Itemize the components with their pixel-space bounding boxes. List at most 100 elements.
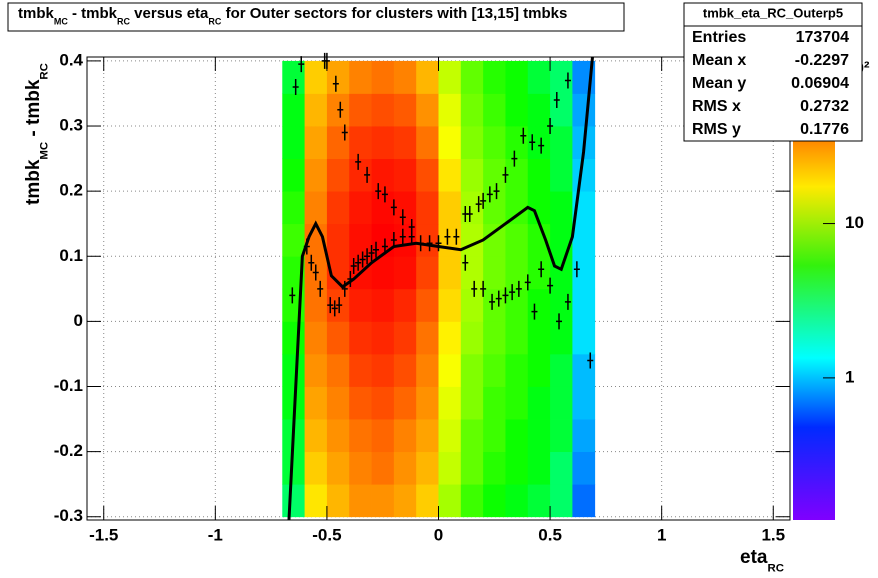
profile-point bbox=[417, 235, 424, 252]
profile-point bbox=[564, 72, 571, 89]
heatmap-cell bbox=[527, 321, 551, 355]
heatmap-cell bbox=[438, 256, 462, 290]
profile-point bbox=[390, 199, 397, 216]
heatmap-cell bbox=[304, 419, 328, 453]
profile-point bbox=[336, 297, 343, 314]
heatmap-cell bbox=[572, 256, 596, 290]
heatmap-cell bbox=[550, 93, 573, 127]
heatmap-cell bbox=[505, 386, 529, 420]
heatmap-cell bbox=[304, 353, 328, 387]
heatmap-cell bbox=[282, 256, 305, 290]
heatmap-cell bbox=[505, 256, 529, 290]
heatmap-cell bbox=[572, 321, 596, 355]
heatmap-cell bbox=[371, 484, 395, 518]
heatmap-cell bbox=[527, 451, 551, 485]
chart-title-subscript: MC bbox=[54, 17, 68, 27]
heatmap-cell bbox=[438, 93, 462, 127]
profile-point bbox=[331, 300, 338, 317]
profile-point bbox=[289, 287, 296, 304]
heatmap-cell bbox=[505, 451, 529, 485]
heatmap-cell bbox=[505, 353, 529, 387]
heatmap-cell bbox=[349, 126, 372, 159]
profile-point bbox=[573, 261, 580, 278]
heatmap-cell bbox=[550, 386, 573, 420]
heatmap-cell bbox=[282, 93, 305, 127]
profile-point bbox=[515, 280, 522, 297]
heatmap-cell bbox=[527, 60, 551, 94]
heatmap-cell bbox=[371, 451, 395, 485]
profile-point bbox=[531, 303, 538, 320]
profile-point bbox=[332, 75, 339, 92]
y-axis-label-subscript: RC bbox=[38, 63, 50, 79]
heatmap-cell bbox=[393, 419, 417, 453]
profile-point bbox=[462, 254, 469, 271]
profile-point bbox=[355, 254, 362, 271]
heatmap-cell bbox=[460, 191, 484, 225]
heatmap-cell bbox=[349, 223, 372, 257]
heatmap-cell bbox=[393, 353, 417, 387]
heatmap-cell bbox=[304, 60, 328, 94]
heatmap-cell bbox=[460, 288, 484, 322]
profile-point bbox=[347, 271, 354, 288]
heatmap-cell bbox=[393, 158, 417, 192]
heatmap-cell bbox=[550, 191, 573, 225]
heatmap-cell bbox=[505, 191, 529, 225]
stats-label: Entries bbox=[692, 29, 746, 46]
profile-point bbox=[350, 258, 357, 275]
profile-point bbox=[399, 228, 406, 245]
profile-point bbox=[381, 186, 388, 203]
heatmap-cell bbox=[371, 93, 395, 127]
heatmap-cell bbox=[393, 256, 417, 290]
heatmap-cell bbox=[438, 321, 462, 355]
heatmap-cell bbox=[550, 484, 573, 518]
heatmap-cell bbox=[416, 126, 439, 159]
heatmap-cell bbox=[304, 93, 328, 127]
stats-value: -0.2297 bbox=[795, 52, 849, 69]
heatmap-cell bbox=[326, 386, 350, 420]
profile-point bbox=[529, 134, 536, 151]
heatmap-cell bbox=[282, 60, 305, 94]
chart-title-part: - tmbk bbox=[68, 5, 118, 22]
profile-point bbox=[444, 228, 451, 245]
heatmap-cell bbox=[416, 353, 439, 387]
heatmap-cell bbox=[550, 126, 573, 159]
x-axis-label-subscript: RC bbox=[767, 562, 783, 574]
heatmap-cell bbox=[349, 158, 372, 192]
stats-value: 0.06904 bbox=[791, 75, 849, 92]
stats-label: Mean x bbox=[692, 52, 746, 69]
heatmap-cell bbox=[371, 386, 395, 420]
heatmap-cell bbox=[304, 321, 328, 355]
heatmap-cell bbox=[460, 158, 484, 192]
profile-point bbox=[475, 196, 482, 213]
heatmap-cell bbox=[505, 223, 529, 257]
heatmap-cell bbox=[326, 256, 350, 290]
heatmap-cell bbox=[282, 223, 305, 257]
chart-title: tmbkMC - tmbkRC versus etaRC for Outer s… bbox=[18, 5, 567, 27]
x-tick-label: 0.5 bbox=[538, 525, 562, 544]
profile-point bbox=[312, 264, 319, 281]
stats-value: 0.2732 bbox=[800, 98, 849, 115]
chart-title-part: versus eta bbox=[130, 5, 209, 22]
profile-point bbox=[509, 284, 516, 301]
heatmap-cell bbox=[393, 386, 417, 420]
heatmap-cell bbox=[438, 288, 462, 322]
heatmap-cell bbox=[438, 419, 462, 453]
x-axis-label-part: eta bbox=[740, 547, 768, 568]
profile-point bbox=[538, 261, 545, 278]
heatmap-cell bbox=[527, 419, 551, 453]
heatmap-cell bbox=[505, 93, 529, 127]
heatmap-cell bbox=[349, 288, 372, 322]
profile-point bbox=[373, 241, 380, 258]
z-tick-label: 10 bbox=[845, 213, 864, 232]
heatmap-cell bbox=[416, 484, 439, 518]
z-tick-label: 1 bbox=[845, 367, 854, 386]
heatmap-cell bbox=[282, 126, 305, 159]
profile-point bbox=[317, 280, 324, 297]
heatmap-cell bbox=[349, 93, 372, 127]
heatmap-cell bbox=[282, 321, 305, 355]
profile-point bbox=[426, 235, 433, 252]
heatmap-cell bbox=[326, 223, 350, 257]
heatmap-cell bbox=[572, 223, 596, 257]
stats-label: Mean y bbox=[692, 75, 746, 92]
